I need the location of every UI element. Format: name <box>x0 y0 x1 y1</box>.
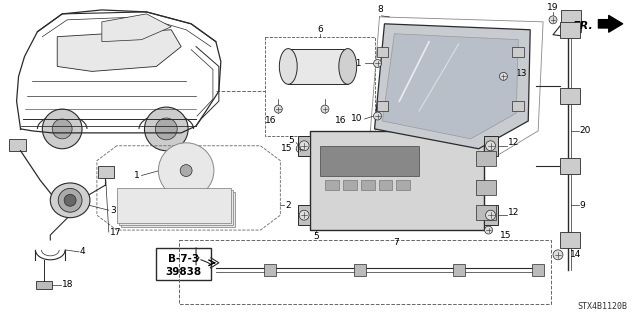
Polygon shape <box>383 34 518 139</box>
Circle shape <box>553 250 563 260</box>
Text: 17: 17 <box>110 227 122 237</box>
Text: 39838: 39838 <box>165 267 201 277</box>
Polygon shape <box>102 14 172 42</box>
Circle shape <box>275 105 282 113</box>
Bar <box>513 47 524 56</box>
Circle shape <box>299 141 309 151</box>
Text: 18: 18 <box>62 280 74 289</box>
Text: 15: 15 <box>499 231 511 240</box>
Bar <box>561 10 580 32</box>
Text: 16: 16 <box>265 116 276 125</box>
Circle shape <box>85 55 95 64</box>
Circle shape <box>486 210 495 220</box>
Bar <box>378 181 392 190</box>
Text: 16: 16 <box>335 116 346 125</box>
Text: 6: 6 <box>317 25 323 34</box>
Bar <box>266 37 374 136</box>
Text: 12: 12 <box>508 208 520 217</box>
Text: 5: 5 <box>289 136 294 145</box>
Bar <box>118 190 233 225</box>
Bar <box>396 181 410 190</box>
Circle shape <box>484 226 493 234</box>
Bar <box>532 264 544 276</box>
Bar <box>156 248 211 280</box>
Ellipse shape <box>339 48 356 84</box>
Text: 2: 2 <box>285 201 291 210</box>
Bar <box>361 181 374 190</box>
Text: 15: 15 <box>281 144 292 153</box>
Text: 20: 20 <box>580 126 591 135</box>
Bar <box>354 264 365 276</box>
Bar <box>560 232 580 248</box>
Bar <box>264 264 276 276</box>
Circle shape <box>549 16 557 24</box>
Bar <box>343 181 356 190</box>
Circle shape <box>296 145 304 153</box>
Bar <box>98 166 114 177</box>
Bar <box>288 48 348 84</box>
Circle shape <box>299 210 309 220</box>
Bar <box>116 189 231 223</box>
Circle shape <box>64 194 76 206</box>
Bar <box>298 136 310 156</box>
Circle shape <box>58 189 82 212</box>
Bar <box>376 101 388 111</box>
Circle shape <box>321 105 329 113</box>
Bar <box>320 146 419 175</box>
Circle shape <box>42 109 82 149</box>
Text: 11: 11 <box>351 59 363 68</box>
Text: B-7-3: B-7-3 <box>168 254 199 264</box>
Polygon shape <box>57 30 181 71</box>
Bar <box>325 181 339 190</box>
Bar <box>9 139 26 151</box>
Bar <box>484 205 499 225</box>
Circle shape <box>499 72 508 80</box>
Circle shape <box>374 60 381 67</box>
Bar <box>560 88 580 104</box>
Text: 4: 4 <box>80 247 86 256</box>
Circle shape <box>156 118 177 140</box>
Text: 1: 1 <box>134 171 140 180</box>
Text: 10: 10 <box>351 115 363 123</box>
Circle shape <box>52 119 72 139</box>
Text: STX4B1120B: STX4B1120B <box>577 302 627 311</box>
Bar <box>310 131 484 230</box>
Text: FR.: FR. <box>573 21 594 31</box>
Text: 9: 9 <box>580 201 586 210</box>
Bar <box>121 192 235 227</box>
Circle shape <box>486 141 495 151</box>
Bar <box>476 181 495 195</box>
Bar <box>179 240 551 304</box>
Bar <box>376 47 388 56</box>
Circle shape <box>180 165 192 176</box>
Text: 5: 5 <box>313 232 319 241</box>
Text: 3: 3 <box>110 206 116 215</box>
Text: 7: 7 <box>394 238 399 247</box>
Bar <box>560 22 580 38</box>
Bar <box>476 151 495 166</box>
Bar <box>476 205 495 220</box>
Ellipse shape <box>51 183 90 218</box>
Bar <box>36 281 52 289</box>
Text: 13: 13 <box>516 69 528 78</box>
Polygon shape <box>374 24 530 149</box>
Text: 19: 19 <box>547 3 559 12</box>
Bar <box>298 205 310 225</box>
Text: 8: 8 <box>378 5 383 14</box>
Bar <box>484 136 499 156</box>
Text: 12: 12 <box>508 138 520 147</box>
Bar <box>513 101 524 111</box>
Circle shape <box>374 112 381 120</box>
FancyArrowPatch shape <box>598 16 623 32</box>
Ellipse shape <box>279 48 297 84</box>
Bar <box>453 264 465 276</box>
Circle shape <box>145 107 188 151</box>
Circle shape <box>158 143 214 198</box>
Text: 14: 14 <box>570 250 581 259</box>
Bar <box>560 158 580 174</box>
